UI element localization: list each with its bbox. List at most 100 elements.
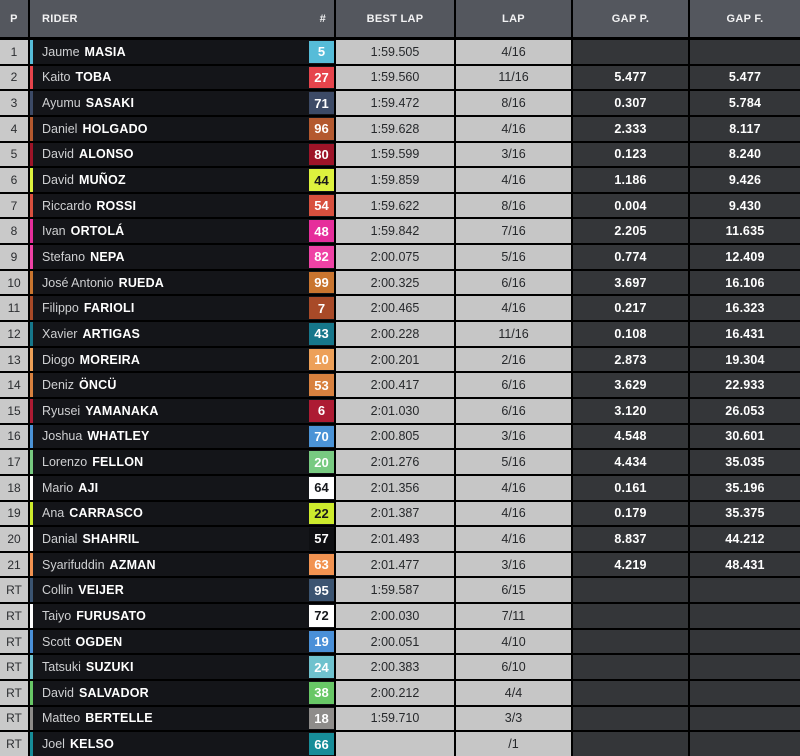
table-row[interactable]: RT Taiyo FURUSATO 72 2:00.030 7/11 <box>0 604 800 630</box>
rider-number-badge: 99 <box>309 271 334 294</box>
table-row[interactable]: 21 Syarifuddin AZMAN 63 2:01.477 3/16 4.… <box>0 552 800 579</box>
best-lap-cell: 2:00.051 <box>336 629 454 654</box>
gap-prev-cell: 0.123 <box>573 142 688 167</box>
rider-number-badge: 20 <box>309 451 334 473</box>
position-cell: RT <box>0 732 28 756</box>
rider-last-name: FARIOLI <box>83 301 135 316</box>
gap-first-cell: 9.430 <box>690 193 800 218</box>
best-lap-cell: 2:00.325 <box>336 270 454 295</box>
rider-first-name: Ryusei <box>42 403 81 418</box>
table-row[interactable]: 10 José Antonio RUEDA 99 2:00.325 6/16 3… <box>0 270 800 297</box>
table-row[interactable]: RT Tatsuki SUZUKI 24 2:00.383 6/10 <box>0 655 800 682</box>
lap-cell: 4/16 <box>456 296 571 321</box>
rider-number-badge: 10 <box>309 348 334 371</box>
table-row[interactable]: 6 David MUÑOZ 44 1:59.859 4/16 1.186 9.4… <box>0 168 800 194</box>
gap-prev-cell: 0.774 <box>573 245 688 269</box>
table-row[interactable]: 20 Danial SHAHRIL 57 2:01.493 4/16 8.837… <box>0 527 800 553</box>
gap-first-cell: 11.635 <box>690 219 800 244</box>
rider-number-badge: 57 <box>309 528 334 550</box>
gap-prev-cell <box>573 578 688 603</box>
table-row[interactable]: 4 Daniel HOLGADO 96 1:59.628 4/16 2.333 … <box>0 116 800 143</box>
rider-first-name: Scott <box>42 634 71 649</box>
lap-cell: 7/11 <box>456 604 571 628</box>
position-cell: RT <box>0 681 28 705</box>
rider-cell: Filippo FARIOLI 7 <box>30 296 334 321</box>
table-row[interactable]: 12 Xavier ARTIGAS 43 2:00.228 11/16 0.10… <box>0 322 800 348</box>
gap-prev-cell: 3.697 <box>573 270 688 295</box>
best-lap-cell: 1:59.628 <box>336 116 454 141</box>
rider-last-name: MOREIRA <box>79 352 141 367</box>
best-lap-cell: 1:59.560 <box>336 65 454 90</box>
rider-last-name: ORTOLÁ <box>70 224 125 239</box>
lap-cell: 6/15 <box>456 578 571 603</box>
gap-first-cell: 35.375 <box>690 501 800 526</box>
rider-number-badge: 70 <box>309 425 334 448</box>
table-row[interactable]: RT Scott OGDEN 19 2:00.051 4/10 <box>0 629 800 656</box>
rider-cell: Ayumu SASAKI 71 <box>30 91 334 115</box>
rider-first-name: Kaito <box>42 70 71 85</box>
gap-first-cell: 22.933 <box>690 373 800 397</box>
best-lap-cell: 1:59.842 <box>336 219 454 244</box>
table-row[interactable]: 5 David ALONSO 80 1:59.599 3/16 0.123 8.… <box>0 142 800 169</box>
gap-prev-cell <box>573 706 688 731</box>
best-lap-cell: 2:01.030 <box>336 398 454 423</box>
table-row[interactable]: 8 Ivan ORTOLÁ 48 1:59.842 7/16 2.205 11.… <box>0 219 800 246</box>
table-row[interactable]: RT David SALVADOR 38 2:00.212 4/4 <box>0 681 800 707</box>
rider-number-badge: 19 <box>309 630 334 653</box>
position-cell: 10 <box>0 270 28 295</box>
rider-last-name: BERTELLE <box>85 711 153 726</box>
best-lap-cell: 2:00.030 <box>336 604 454 628</box>
lap-cell: 11/16 <box>456 322 571 346</box>
rider-number-badge: 72 <box>309 605 334 627</box>
best-lap-cell: 1:59.599 <box>336 142 454 167</box>
gap-first-cell <box>690 604 800 628</box>
table-row[interactable]: 3 Ayumu SASAKI 71 1:59.472 8/16 0.307 5.… <box>0 91 800 117</box>
table-row[interactable]: 2 Kaito TOBA 27 1:59.560 11/16 5.477 5.4… <box>0 65 800 92</box>
gap-first-cell <box>690 706 800 731</box>
rider-first-name: Diogo <box>42 352 75 367</box>
table-row[interactable]: 11 Filippo FARIOLI 7 2:00.465 4/16 0.217… <box>0 296 800 323</box>
table-row[interactable]: 13 Diogo MOREIRA 10 2:00.201 2/16 2.873 … <box>0 347 800 374</box>
gap-prev-cell: 0.217 <box>573 296 688 321</box>
table-row[interactable]: 14 Deniz ÖNCÜ 53 2:00.417 6/16 3.629 22.… <box>0 373 800 399</box>
gap-prev-cell: 3.629 <box>573 373 688 397</box>
table-row[interactable]: RT Collin VEIJER 95 1:59.587 6/15 <box>0 578 800 605</box>
gap-prev-cell <box>573 629 688 654</box>
rider-first-name: Joel <box>42 737 65 752</box>
position-cell: RT <box>0 604 28 628</box>
table-row[interactable]: 1 Jaume MASIA 5 1:59.505 4/16 <box>0 40 800 66</box>
best-lap-cell: 2:01.493 <box>336 527 454 551</box>
rider-first-name: Danial <box>42 531 78 546</box>
rider-last-name: MASIA <box>84 44 126 59</box>
gap-prev-cell: 1.186 <box>573 168 688 192</box>
best-lap-cell: 2:01.276 <box>336 450 454 474</box>
table-row[interactable]: 9 Stefano NEPA 82 2:00.075 5/16 0.774 12… <box>0 245 800 271</box>
rider-number-badge: 96 <box>309 117 334 140</box>
table-row[interactable]: 19 Ana CARRASCO 22 2:01.387 4/16 0.179 3… <box>0 501 800 528</box>
table-row[interactable]: RT Joel KELSO 66 /1 <box>0 732 800 756</box>
table-row[interactable]: 17 Lorenzo FELLON 20 2:01.276 5/16 4.434… <box>0 450 800 476</box>
table-row[interactable]: 7 Riccardo ROSSI 54 1:59.622 8/16 0.004 … <box>0 193 800 220</box>
table-row[interactable]: RT Matteo BERTELLE 18 1:59.710 3/3 <box>0 706 800 733</box>
lap-cell: 4/16 <box>456 501 571 526</box>
rider-last-name: MUÑOZ <box>78 173 126 188</box>
rider-number-badge: 53 <box>309 374 334 396</box>
rider-last-name: OGDEN <box>75 634 123 649</box>
gap-prev-cell: 5.477 <box>573 65 688 90</box>
gap-first-cell <box>690 578 800 603</box>
rider-first-name: José Antonio <box>42 275 114 290</box>
lap-cell: 4/16 <box>456 527 571 551</box>
lap-cell: 5/16 <box>456 450 571 474</box>
gap-prev-cell: 4.219 <box>573 552 688 577</box>
header-gap-prev: GAP P. <box>573 0 688 37</box>
rider-last-name: HOLGADO <box>82 121 148 136</box>
rider-last-name: ARTIGAS <box>82 326 141 341</box>
table-row[interactable]: 15 Ryusei YAMANAKA 6 2:01.030 6/16 3.120… <box>0 398 800 425</box>
rider-cell: Tatsuki SUZUKI 24 <box>30 655 334 680</box>
rider-last-name: FURUSATO <box>76 608 147 623</box>
table-row[interactable]: 16 Joshua WHATLEY 70 2:00.805 3/16 4.548… <box>0 424 800 451</box>
table-row[interactable]: 18 Mario AJI 64 2:01.356 4/16 0.161 35.1… <box>0 475 800 502</box>
lap-cell: 4/16 <box>456 40 571 64</box>
lap-cell: 7/16 <box>456 219 571 244</box>
rider-last-name: YAMANAKA <box>85 403 159 418</box>
